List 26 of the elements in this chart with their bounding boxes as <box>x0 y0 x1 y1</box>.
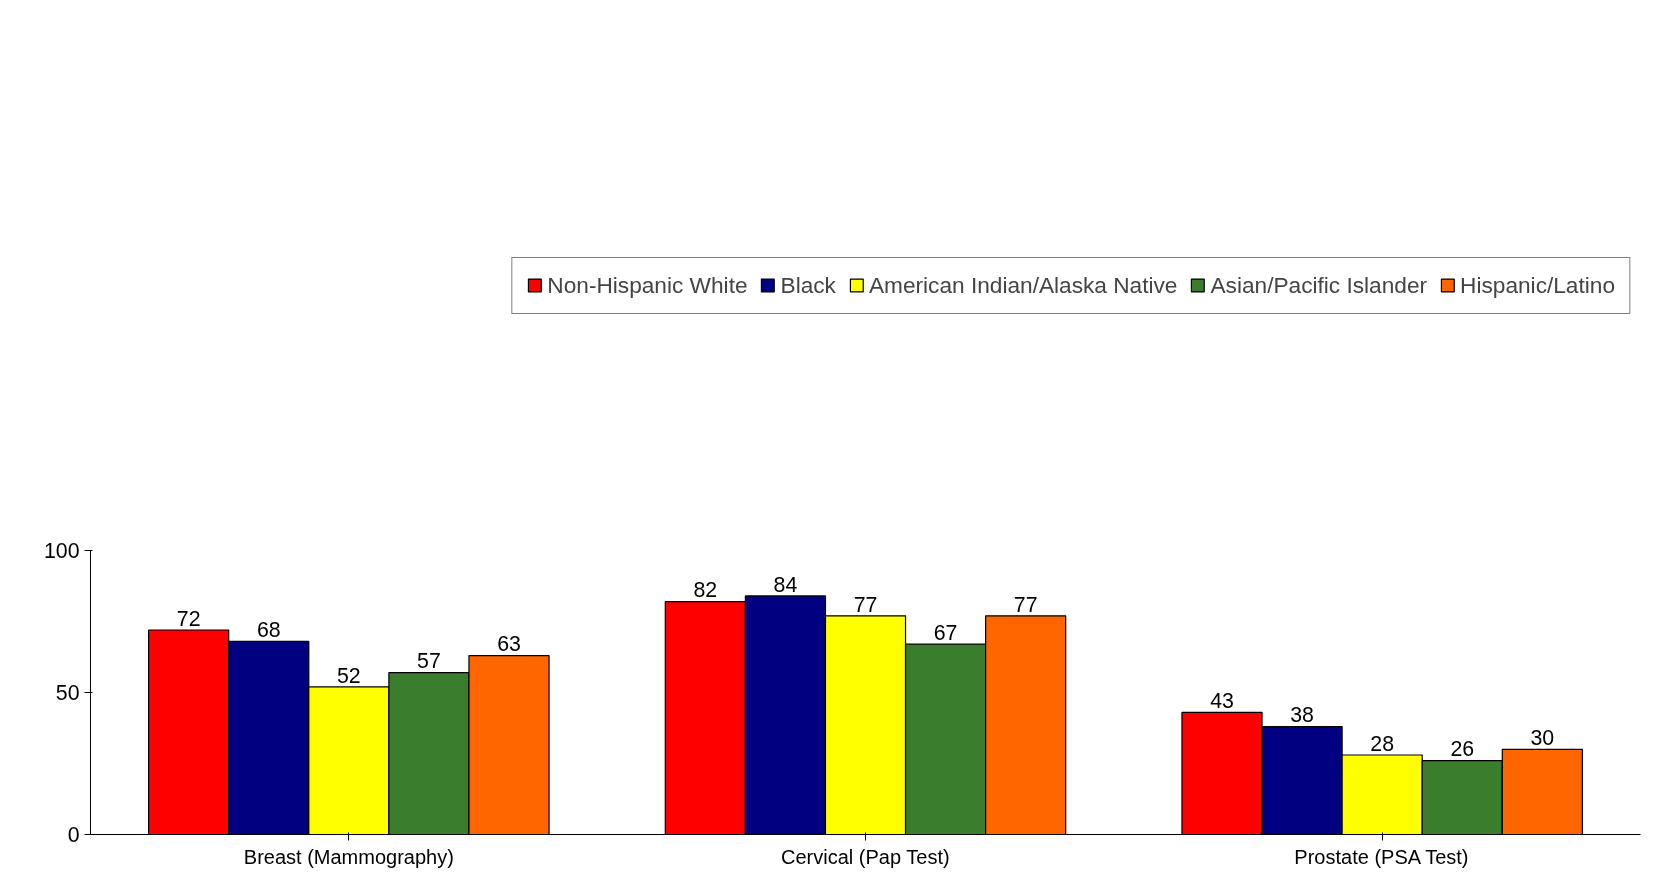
data-label: 63 <box>497 632 521 657</box>
data-label: 38 <box>1290 703 1314 728</box>
data-label: 57 <box>417 649 441 674</box>
data-label: 28 <box>1370 731 1395 756</box>
data-label: 26 <box>1450 737 1475 762</box>
data-label: 77 <box>853 592 878 617</box>
legend-label: American Indian/Alaska Native <box>868 271 1178 299</box>
legend-label: Asian/Pacific Islander <box>1210 271 1428 299</box>
x-tick-label: Prostate (PSA Test) <box>1294 845 1469 868</box>
legend-label: Non-Hispanic White <box>547 271 748 299</box>
y-tick-label: 50 <box>55 681 80 705</box>
y-tick-label: 100 <box>43 539 80 563</box>
x-tick-label: Cervical (Pap Test) <box>781 845 950 868</box>
data-label: 84 <box>773 572 798 597</box>
data-label: 43 <box>1210 689 1234 714</box>
data-label: 68 <box>256 618 281 643</box>
data-label: 82 <box>693 578 718 603</box>
data-label: 77 <box>1013 592 1038 617</box>
y-tick-label: 0 <box>67 823 80 847</box>
data-label: 30 <box>1530 726 1555 751</box>
data-label: 72 <box>176 606 201 631</box>
legend-label: Black <box>780 271 836 299</box>
data-label: 52 <box>336 663 361 688</box>
data-label: 67 <box>933 620 958 645</box>
x-tick-label: Breast (Mammography) <box>243 845 454 868</box>
legend-label: Hispanic/Latino <box>1460 271 1615 299</box>
